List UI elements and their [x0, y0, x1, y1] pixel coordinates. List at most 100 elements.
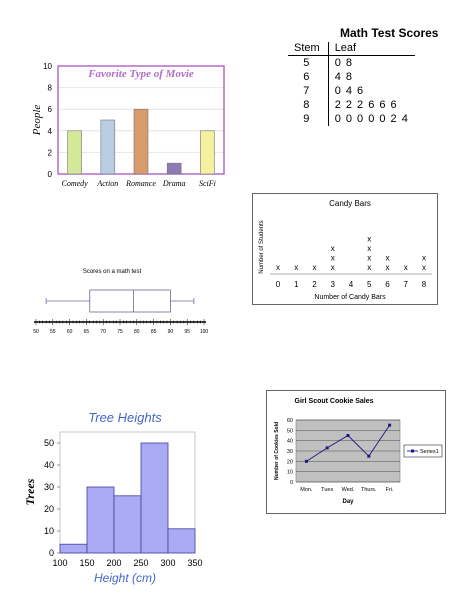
bar — [133, 108, 149, 175]
stem-leaf-header-row: Stem Leaf — [288, 42, 415, 56]
x-tick-label: 0 — [276, 280, 281, 289]
y-tick-label: 8 — [48, 84, 53, 93]
legend-label: Series1 — [420, 449, 439, 455]
x-tick-label: 3 — [331, 280, 336, 289]
x-mark: x — [422, 263, 426, 272]
y-tick-label: 50 — [44, 438, 54, 448]
leaf-cell: 4 8 — [334, 71, 353, 83]
cookie-line-chart: Girl Scout Cookie Sales 0 10 20 30 40 50 60 Mon.… — [266, 390, 446, 514]
bar — [200, 130, 215, 175]
x-tick-label: 5 — [367, 280, 372, 289]
bar — [113, 495, 142, 554]
movie-bar-chart-svg: 0 2 4 6 8 10 Comedy Action Romance Drama SciFi Favo… — [31, 62, 225, 188]
bar — [59, 543, 88, 554]
data-point — [325, 446, 329, 450]
x-mark: x — [367, 263, 371, 272]
y-axis-label: Number of Students — [259, 220, 265, 273]
x-tick-label: 350 — [187, 558, 202, 568]
tree-histogram: Tree Heights 0 10 20 30 40 50 100 150 200 250 300 35… — [20, 402, 220, 588]
x-tick-label: Drama — [162, 179, 186, 188]
x-tick-label: 8 — [422, 280, 427, 289]
x-mark: x — [331, 263, 335, 272]
chart-title: Scores on a math test — [83, 269, 142, 275]
x-tick-label: 100 — [200, 329, 209, 335]
x-tick-label: Thurs. — [361, 487, 377, 493]
x-mark: x — [331, 244, 335, 253]
x-tick-label: Comedy — [61, 179, 88, 188]
y-tick-label: 4 — [48, 127, 53, 136]
plot-frame — [252, 193, 438, 305]
x-tick-label: 75 — [117, 329, 123, 335]
stem-leaf-row: 6 4 8 — [288, 70, 415, 84]
y-tick-label: 6 — [48, 105, 53, 114]
y-tick-label: 20 — [44, 504, 54, 514]
y-tick-label: 10 — [43, 62, 52, 71]
x-tick-label: 1 — [294, 280, 299, 289]
bar — [67, 130, 82, 175]
y-axis-label: People — [31, 105, 43, 137]
x-tick-label: 85 — [151, 329, 157, 335]
legend-marker — [411, 449, 414, 453]
math-box-plot: Scores on a math test 50 55 60 65 70 75 80 85 90 9… — [30, 262, 212, 338]
x-tick-label: 60 — [67, 329, 73, 335]
x-tick-label: Tues — [321, 487, 333, 493]
math-box-plot-svg: Scores on a math test 50 55 60 65 70 75 80 85 90 9… — [33, 269, 209, 335]
x-tick-label: 200 — [106, 558, 121, 568]
x-tick-label: 55 — [50, 329, 56, 335]
x-tick-label: Mon. — [300, 487, 313, 493]
y-tick-label: 40 — [44, 460, 54, 470]
bar — [100, 119, 116, 175]
y-tick-label: 10 — [44, 526, 54, 536]
stem-header: Stem — [288, 42, 329, 56]
stem-cell: 5 — [288, 55, 329, 70]
chart-title: Favorite Type of Movie — [87, 68, 194, 80]
x-tick-label: 300 — [160, 558, 175, 568]
stem-leaf-row: 5 0 8 — [288, 55, 415, 70]
leaf-cell: 0 8 — [334, 57, 353, 69]
chart-title: Tree Heights — [88, 410, 162, 425]
x-tick-label: 250 — [133, 558, 148, 568]
leaf-cell: 2 2 2 6 6 6 — [334, 99, 398, 111]
stem-cell: 9 — [288, 112, 329, 126]
y-tick-label: 60 — [287, 418, 293, 424]
candy-dot-plot: Candy Bars 0 x 1 x 2 x 3 x x x 4 5 x x x x 6 x x 7 x 8 x x Number… — [252, 193, 438, 305]
y-tick-label: 30 — [44, 482, 54, 492]
data-point — [388, 423, 392, 427]
data-point — [367, 454, 371, 458]
leaf-cell: 0 4 6 — [334, 85, 365, 97]
y-tick-label: 0 — [290, 480, 293, 486]
chart-title: Candy Bars — [329, 199, 371, 208]
x-mark: x — [367, 244, 371, 253]
y-axis-label: Number of Cookies Sold — [274, 422, 280, 480]
data-point — [346, 434, 350, 437]
x-tick-label: 65 — [84, 329, 90, 335]
x-tick-label: 80 — [134, 329, 140, 335]
stem-leaf-row: 9 0 0 0 0 0 2 4 — [288, 112, 415, 126]
x-mark: x — [331, 254, 335, 263]
chart-title: Girl Scout Cookie Sales — [295, 398, 374, 405]
x-tick-label: 150 — [79, 558, 94, 568]
y-tick-label: 0 — [48, 170, 53, 179]
x-tick-label: Fri. — [386, 487, 394, 493]
stem-cell: 6 — [288, 70, 329, 84]
x-tick-label: 7 — [404, 280, 409, 289]
x-tick-label: 6 — [385, 280, 390, 289]
x-mark: x — [367, 254, 371, 263]
x-tick-label: 90 — [168, 329, 174, 335]
bar — [167, 528, 196, 554]
x-axis-label: Number of Candy Bars — [314, 294, 386, 301]
x-tick-label: Wed. — [342, 487, 355, 493]
x-tick-label: 4 — [349, 280, 354, 289]
x-mark: x — [276, 263, 280, 272]
tree-histogram-svg: Tree Heights 0 10 20 30 40 50 100 150 200 250 300 35… — [23, 410, 203, 585]
y-tick-label: 10 — [287, 470, 293, 476]
x-tick-label: 50 — [33, 329, 39, 335]
y-tick-label: 20 — [287, 459, 293, 465]
stem-cell: 8 — [288, 98, 329, 112]
y-axis-label: Trees — [23, 478, 37, 505]
x-mark: x — [386, 254, 390, 263]
x-mark: x — [294, 263, 298, 272]
stem-leaf-row: 8 2 2 2 6 6 6 — [288, 98, 415, 112]
